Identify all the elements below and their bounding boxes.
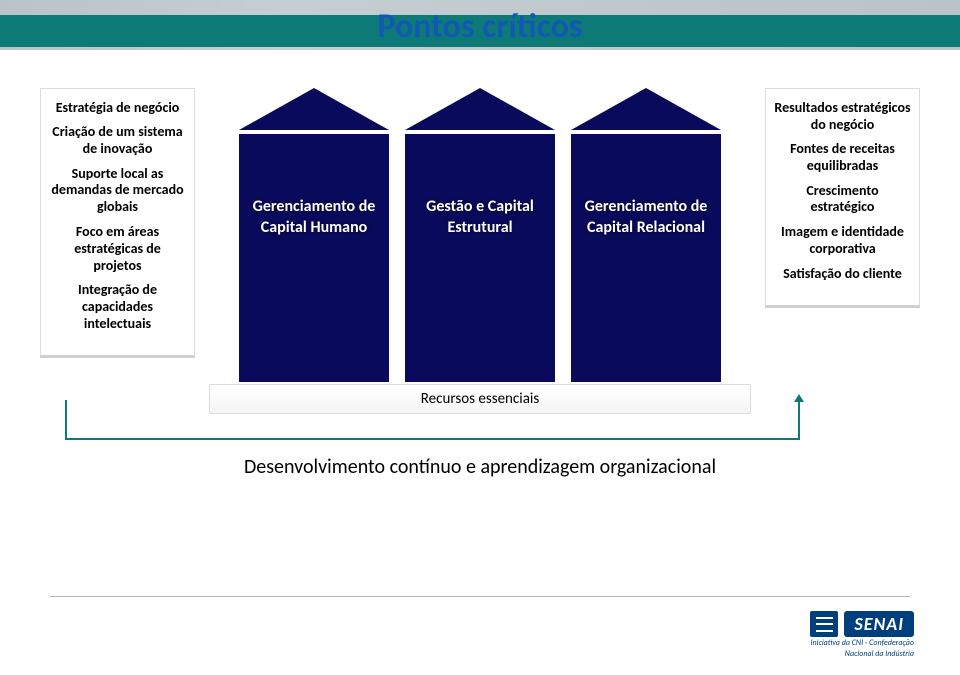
right-item-4: Satisfação do cliente [774, 266, 911, 283]
left-box-header: Estratégia de negócio [49, 99, 186, 116]
left-item-2: Suporte local as demandas de mercado glo… [49, 166, 186, 216]
pillars-container: Gerenciamento de Capital Humano Gestão e… [203, 88, 757, 414]
right-item-3: Imagem e identidade corporativa [774, 224, 911, 258]
pillar-3: Gerenciamento de Capital Relacional [571, 88, 721, 378]
left-item-3: Foco em áreas estratégicas de projetos [49, 224, 186, 274]
right-item-1: Fontes de receitas equilibradas [774, 141, 911, 175]
logo-block: SENAI Iniciativa da CNI - Confederação N… [810, 611, 914, 659]
left-item-1: Criação de um sistema de inovação [49, 124, 186, 158]
logo-subtitle-2: Nacional da Indústria [810, 650, 914, 659]
pillar-chevron-icon [571, 88, 721, 130]
right-item-2: Crescimento estratégico [774, 183, 911, 217]
cni-icon [810, 611, 838, 637]
left-item-4: Integração de capacidades intelectuais [49, 282, 186, 332]
left-strategy-box: Estratégia de negócio Criação de um sist… [40, 88, 195, 358]
right-box-header: Resultados estratégicos do negócio [774, 99, 911, 133]
pillar-1-label: Gerenciamento de Capital Humano [249, 197, 379, 239]
page-title: Pontos críticos [0, 6, 960, 47]
footer-divider [50, 596, 910, 597]
pillar-3-label: Gerenciamento de Capital Relacional [581, 197, 711, 239]
senai-logo: SENAI [844, 611, 914, 637]
logo-subtitle-1: Iniciativa da CNI - Confederação [810, 639, 914, 648]
feedback-connector [65, 400, 800, 440]
bottom-caption: Desenvolvimento contínuo e aprendizagem … [0, 455, 960, 479]
pillar-2: Gestão e Capital Estrutural [405, 88, 555, 378]
pillar-chevron-icon [405, 88, 555, 130]
diagram-row: Estratégia de negócio Criação de um sist… [40, 88, 920, 414]
pillar-2-label: Gestão e Capital Estrutural [415, 197, 545, 239]
right-results-box: Resultados estratégicos do negócio Fonte… [765, 88, 920, 308]
pillar-chevron-icon [239, 88, 389, 130]
pillar-1: Gerenciamento de Capital Humano [239, 88, 389, 378]
connector-arrowhead-icon [794, 394, 804, 402]
